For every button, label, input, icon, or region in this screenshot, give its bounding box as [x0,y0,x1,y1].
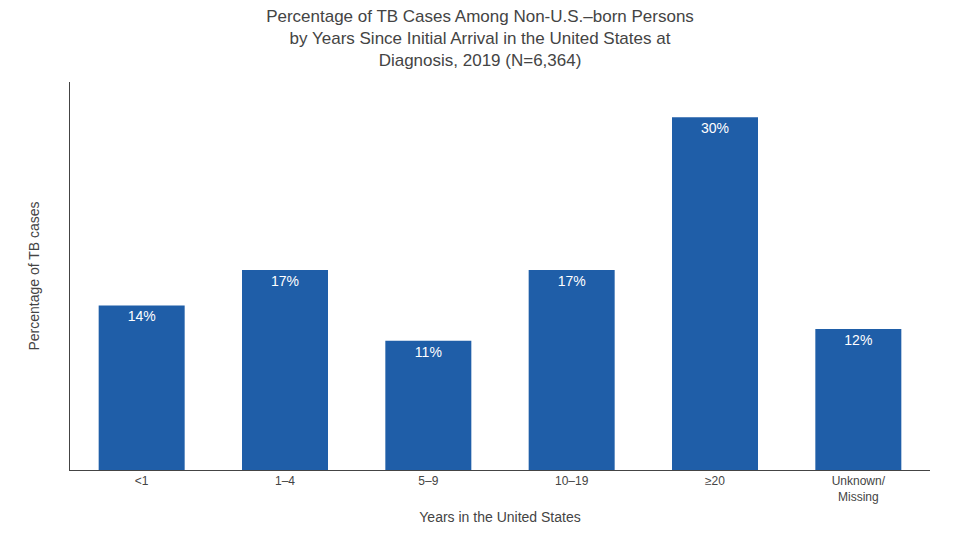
svg-text:17%: 17% [558,273,586,289]
svg-text:Percentage of TB Cases Among N: Percentage of TB Cases Among Non-U.S.–bo… [266,7,694,70]
svg-text:1–4: 1–4 [275,474,295,488]
svg-text:5–9: 5–9 [418,474,438,488]
svg-text:Unknown/Missing: Unknown/Missing [832,474,886,504]
svg-text:11%: 11% [415,344,442,360]
svg-text:17%: 17% [271,273,299,289]
svg-text:12%: 12% [844,332,872,348]
svg-text:Years in the United States: Years in the United States [419,509,580,525]
svg-text:Percentage of TB cases: Percentage of TB cases [26,201,42,350]
svg-text:14%: 14% [128,308,156,324]
svg-text:10–19: 10–19 [555,474,589,488]
svg-text:<1: <1 [135,474,149,488]
svg-text:30%: 30% [701,120,729,136]
svg-text:≥20: ≥20 [705,474,725,488]
